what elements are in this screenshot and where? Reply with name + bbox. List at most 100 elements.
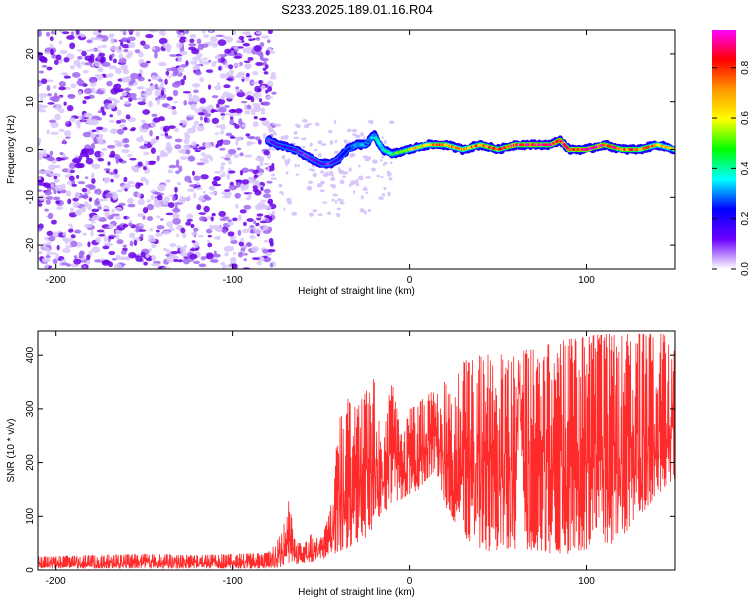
noise-speckle — [96, 90, 105, 95]
noise-speckle — [114, 83, 122, 90]
noise-speckle — [119, 256, 127, 261]
noise-speckle — [334, 119, 337, 125]
noise-speckle — [47, 102, 55, 105]
noise-speckle — [84, 176, 89, 180]
noise-speckle — [240, 237, 245, 243]
noise-speckle — [354, 134, 361, 139]
noise-speckle — [170, 255, 179, 259]
noise-speckle — [256, 213, 264, 217]
snr-ytick-label: 400 — [25, 346, 36, 363]
noise-speckle — [226, 78, 233, 81]
snr-ytick-label: 100 — [25, 508, 36, 525]
noise-speckle — [334, 200, 338, 204]
noise-speckle — [232, 263, 238, 269]
noise-speckle — [150, 160, 157, 164]
noise-speckle — [107, 97, 114, 101]
noise-speckle — [59, 49, 68, 54]
noise-speckle — [256, 172, 264, 176]
noise-speckle — [297, 164, 300, 168]
noise-speckle — [254, 189, 262, 196]
noise-speckle — [38, 189, 43, 192]
noise-speckle — [239, 152, 244, 157]
noise-speckle — [319, 189, 325, 193]
noise-speckle — [175, 159, 180, 166]
noise-speckle — [70, 64, 75, 70]
noise-speckle — [97, 157, 105, 162]
noise-speckle — [155, 229, 160, 233]
noise-speckle — [90, 48, 95, 52]
noise-speckle — [38, 70, 44, 74]
noise-speckle — [262, 193, 272, 199]
noise-speckle — [148, 100, 153, 108]
spectrogram-noise — [38, 30, 395, 269]
noise-speckle — [93, 137, 98, 145]
noise-speckle — [72, 197, 79, 202]
noise-speckle — [95, 134, 100, 138]
noise-speckle — [329, 140, 334, 145]
noise-speckle — [192, 125, 197, 129]
noise-speckle — [293, 130, 298, 135]
noise-speckle — [262, 249, 269, 254]
noise-speckle — [49, 43, 54, 48]
noise-speckle — [96, 74, 104, 81]
noise-speckle — [52, 231, 59, 238]
noise-speckle — [260, 186, 264, 192]
noise-speckle — [202, 57, 208, 61]
noise-speckle — [38, 109, 47, 113]
noise-speckle — [127, 153, 133, 158]
noise-speckle — [178, 198, 187, 204]
noise-speckle — [351, 128, 358, 133]
noise-speckle — [338, 199, 344, 202]
noise-speckle — [90, 230, 94, 237]
noise-speckle — [113, 173, 120, 179]
noise-speckle — [101, 61, 111, 67]
noise-speckle — [98, 52, 106, 57]
noise-speckle — [78, 155, 83, 160]
noise-speckle — [164, 132, 169, 137]
noise-speckle — [97, 45, 102, 49]
noise-speckle — [41, 65, 48, 68]
noise-speckle — [189, 38, 195, 43]
noise-speckle — [222, 264, 226, 269]
noise-speckle — [175, 170, 181, 175]
noise-speckle — [228, 64, 234, 70]
noise-speckle — [221, 114, 225, 121]
noise-speckle — [203, 116, 208, 123]
noise-speckle — [83, 112, 93, 118]
noise-speckle — [262, 67, 267, 71]
noise-speckle — [211, 117, 220, 124]
spec-ytick-label: -10 — [25, 190, 36, 205]
noise-speckle — [257, 138, 262, 145]
noise-speckle — [63, 75, 71, 79]
noise-speckle — [165, 212, 174, 216]
noise-speckle — [191, 141, 197, 147]
noise-speckle — [252, 70, 259, 76]
noise-speckle — [238, 241, 245, 247]
noise-speckle — [143, 140, 149, 145]
noise-speckle — [38, 227, 43, 232]
noise-speckle — [108, 65, 117, 70]
noise-speckle — [70, 31, 75, 37]
noise-speckle — [209, 30, 213, 33]
noise-speckle — [91, 246, 101, 253]
noise-speckle — [82, 69, 89, 74]
noise-speckle — [112, 58, 117, 64]
noise-speckle — [118, 45, 122, 51]
noise-speckle — [167, 202, 175, 208]
noise-speckle — [46, 66, 53, 71]
noise-speckle — [200, 174, 209, 180]
noise-speckle — [49, 150, 54, 156]
noise-speckle — [128, 252, 137, 259]
noise-speckle — [258, 79, 263, 85]
noise-speckle — [210, 216, 214, 222]
noise-speckle — [330, 177, 336, 182]
noise-speckle — [211, 62, 216, 68]
noise-speckle — [96, 126, 104, 130]
noise-speckle — [195, 187, 203, 191]
noise-speckle — [220, 113, 226, 116]
noise-speckle — [54, 113, 62, 121]
noise-speckle — [190, 60, 198, 65]
noise-speckle — [213, 176, 221, 182]
noise-speckle — [223, 245, 233, 252]
noise-speckle — [94, 60, 101, 67]
